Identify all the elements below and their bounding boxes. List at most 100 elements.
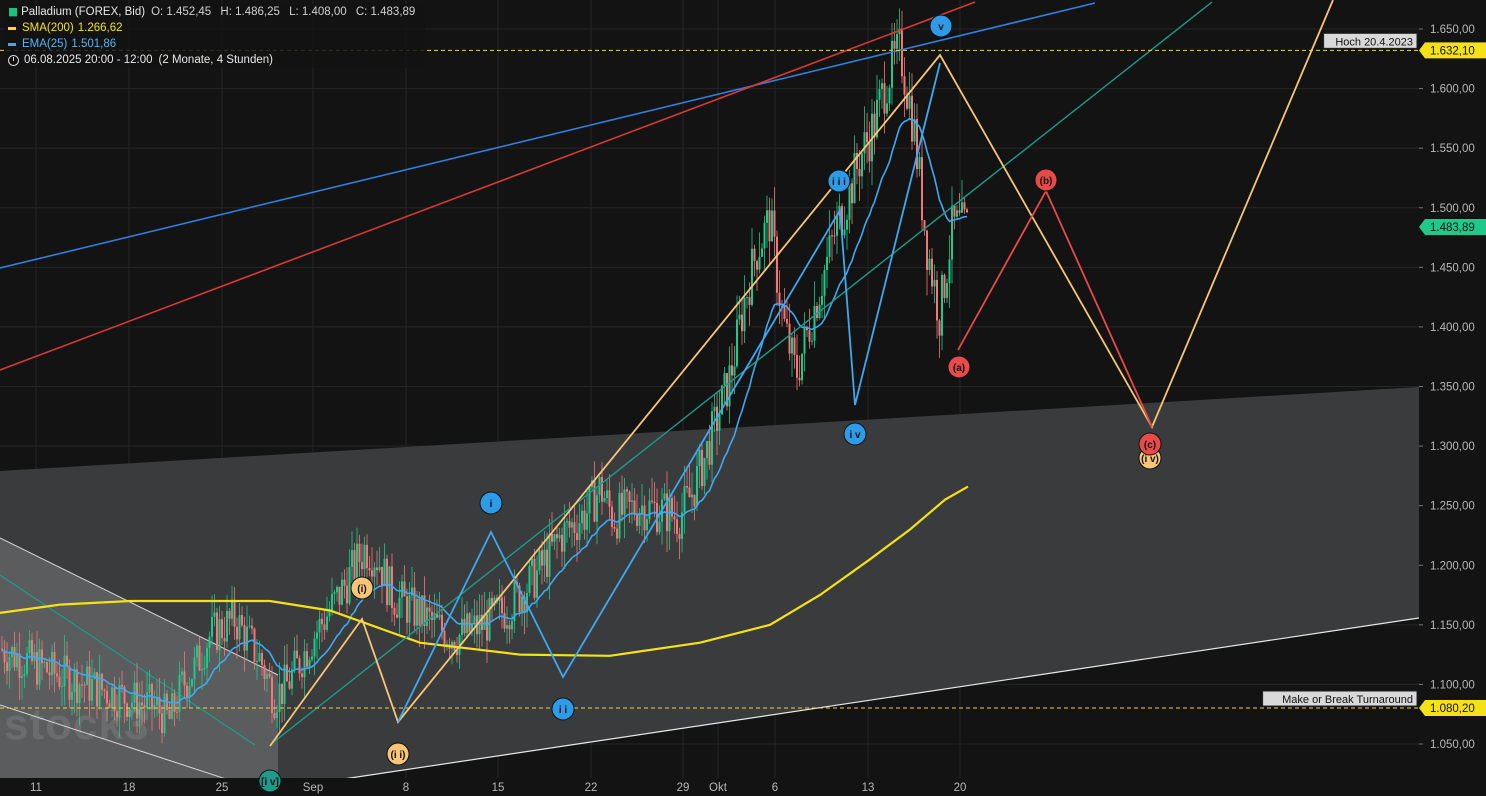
candle-body <box>758 256 761 270</box>
time-tick-label: 8 <box>403 782 409 794</box>
candle-body <box>766 210 768 223</box>
price-axis[interactable]: 1.650,00 1.600,00 1.550,00 1.500,00 1.450,00… <box>1419 0 1486 796</box>
wave-label-text: i v <box>849 430 861 441</box>
candle-body <box>196 645 198 658</box>
candle-body <box>616 528 618 539</box>
sma-legend-row[interactable]: SMA(200) 1.266,62 <box>4 20 426 36</box>
candle-body <box>416 598 418 626</box>
candle-body <box>168 709 171 719</box>
candle-body <box>533 558 536 598</box>
instrument-row[interactable]: ▮▮ Palladium (FOREX, Bid) O: 1.452,45 H:… <box>4 4 426 20</box>
candle-body <box>281 683 283 704</box>
candle-body <box>478 614 481 635</box>
candle-body <box>861 153 863 177</box>
candle-body <box>373 567 376 577</box>
candle-body <box>913 119 916 142</box>
price-tick-label: 1.550,00 <box>1430 143 1475 155</box>
candle-body <box>493 597 496 606</box>
candle-body <box>48 672 51 676</box>
candle-body <box>841 205 843 236</box>
candle-body <box>226 611 228 642</box>
candle-body <box>338 586 341 605</box>
candle-body <box>923 220 926 231</box>
candle-body <box>848 183 851 220</box>
candle-body <box>431 611 433 620</box>
candle-body <box>721 385 723 415</box>
candle-body <box>918 157 921 170</box>
candle-body <box>283 664 286 704</box>
candle-body <box>16 653 18 668</box>
candle-body <box>641 505 643 513</box>
candle-body <box>893 40 896 49</box>
candle-body <box>696 466 698 507</box>
candle-body <box>916 119 918 170</box>
candle-body <box>111 687 113 709</box>
high-price-tag-bg <box>1419 42 1486 59</box>
price-tick-label: 1.350,00 <box>1430 382 1475 394</box>
candle-body <box>313 638 316 657</box>
candle-body <box>933 279 936 287</box>
candle-body <box>486 614 488 641</box>
candle-body <box>303 651 306 678</box>
candle-body <box>966 209 968 213</box>
candle-body <box>213 612 216 617</box>
candle-body <box>176 711 178 713</box>
candle-body <box>741 314 743 332</box>
candle-body <box>558 534 561 539</box>
candle-body <box>666 493 668 532</box>
candle-body <box>391 566 393 609</box>
candle-body <box>538 550 541 571</box>
candle-body <box>701 449 703 487</box>
ema-legend-row[interactable]: EMA(25) 1.501,86 <box>4 36 426 52</box>
candle-body <box>471 623 473 632</box>
candle-body <box>608 490 611 507</box>
candle-body <box>603 497 606 502</box>
candle-body <box>406 596 408 623</box>
candle-body <box>21 675 23 678</box>
candle-body <box>851 183 853 204</box>
candle-body <box>733 366 736 376</box>
wave-labels: (i) (i i) i i i i i i i v v (a) (b) (i v) (c) <box>350 14 1162 766</box>
candle-body <box>566 521 568 523</box>
candle-body <box>551 533 553 542</box>
candle-body <box>746 297 748 299</box>
candle-body <box>908 95 911 109</box>
candle-body <box>351 550 353 568</box>
price-axis-bg <box>1419 0 1486 796</box>
candle-body <box>68 666 71 700</box>
sma-label: SMA(200) <box>22 22 74 34</box>
candle-body <box>158 697 161 714</box>
candle-body <box>408 595 411 623</box>
candle-body <box>491 598 493 606</box>
candle-body <box>116 711 118 717</box>
price-tick-label: 1.500,00 <box>1430 203 1475 215</box>
candle-body <box>621 492 623 515</box>
candle-body <box>648 500 651 520</box>
wave-label: i i <box>551 697 575 721</box>
candle-body <box>268 673 271 677</box>
candle-body <box>291 669 293 689</box>
support-price-tag-bg <box>1419 700 1486 717</box>
candle-body <box>153 705 156 710</box>
candle-body <box>246 626 248 651</box>
timeframe-row[interactable]: 06.08.2025 20:00 - 12:00 (2 Monate, 4 St… <box>4 52 426 68</box>
candle-body <box>63 655 66 687</box>
candle-body <box>853 152 856 204</box>
wave-label: v <box>929 14 953 38</box>
time-tick-label: 15 <box>492 782 505 794</box>
wave-label-circle <box>929 14 953 38</box>
candle-body <box>731 365 733 376</box>
candle-body <box>131 702 133 708</box>
candle-body <box>793 337 796 356</box>
high-note-label-box <box>1323 32 1418 49</box>
candle-body <box>628 491 631 502</box>
candle-body <box>561 534 563 552</box>
candle-body <box>468 613 471 632</box>
time-tick-label: 18 <box>123 782 136 794</box>
time-axis[interactable]: 11 18 25 Sep 8 15 22 29 Okt 6 13 20 [i v] <box>0 769 1486 796</box>
candle-body <box>658 521 661 533</box>
candle-body <box>203 667 206 670</box>
ema-value: 1.501,86 <box>71 38 117 50</box>
current-price-tag: 1.483,89 <box>1430 222 1475 234</box>
